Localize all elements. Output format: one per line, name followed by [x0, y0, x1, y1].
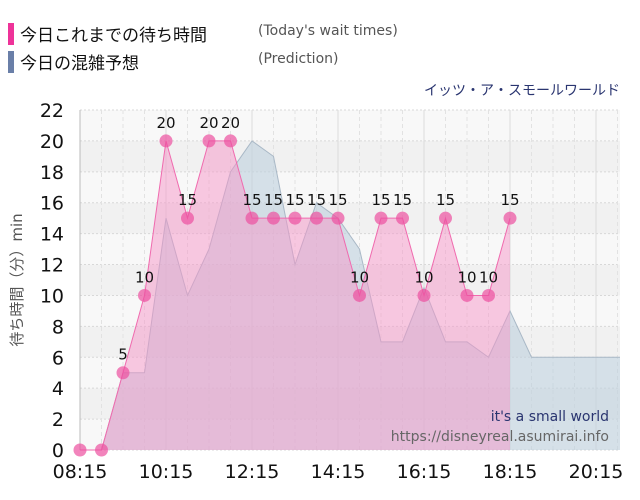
data-label: 15 [328, 191, 347, 209]
y-tick-label: 20 [40, 131, 64, 153]
data-label: 10 [457, 268, 476, 286]
y-axis-label: 待ち時間（分）min [8, 213, 26, 346]
legend-today: 今日これまでの待ち時間 [8, 21, 207, 46]
attraction-name: イッツ・ア・スモールワールド [424, 83, 620, 99]
y-tick-label: 2 [52, 409, 64, 431]
data-point [310, 211, 323, 225]
data-label: 15 [500, 191, 519, 209]
grid-band [80, 110, 620, 141]
data-point [224, 134, 237, 148]
data-point [374, 211, 388, 225]
watermark-url: https://disneyreal.asumirai.info [391, 429, 609, 445]
data-label: 5 [118, 346, 128, 364]
y-tick-label: 8 [52, 316, 64, 338]
data-point [331, 211, 345, 225]
data-point [439, 211, 452, 225]
x-tick-label: 14:15 [311, 461, 366, 483]
data-label: 15 [285, 191, 304, 209]
legend-sub-prediction: (Prediction) [258, 51, 339, 67]
x-tick-label: 18:15 [483, 461, 538, 483]
data-point [503, 211, 517, 225]
x-tick-label: 12:15 [225, 461, 280, 483]
x-tick-label: 20:15 [569, 461, 624, 483]
data-label: 15 [264, 191, 283, 209]
y-tick-label: 18 [40, 162, 64, 184]
data-label: 10 [479, 268, 498, 286]
data-point [181, 211, 194, 225]
data-point [95, 443, 108, 457]
legend-prediction: 今日の混雑予想 [8, 49, 139, 74]
watermark-title: it's a small world [491, 409, 609, 425]
data-point [202, 134, 216, 148]
data-point [482, 288, 495, 302]
grid-band [80, 140, 620, 172]
data-label: 10 [414, 268, 433, 286]
y-tick-label: 4 [52, 378, 64, 400]
legend-label: 今日の混雑予想 [20, 54, 139, 74]
data-point [245, 211, 259, 225]
data-label: 15 [371, 191, 390, 209]
data-point [73, 443, 87, 457]
data-point [138, 288, 151, 302]
legend-swatch-today [8, 22, 14, 45]
data-label: 10 [350, 268, 369, 286]
x-tick-label: 08:15 [53, 461, 108, 483]
data-point [288, 211, 302, 225]
legend-label: 今日これまでの待ち時間 [20, 26, 207, 46]
data-label: 20 [221, 114, 240, 132]
x-tick-label: 10:15 [139, 461, 194, 483]
data-point [417, 288, 431, 302]
data-point [460, 288, 474, 302]
data-label: 15 [242, 191, 261, 209]
data-point [159, 134, 173, 148]
y-tick-label: 0 [52, 440, 64, 462]
data-point [396, 211, 409, 225]
y-tick-label: 6 [52, 347, 64, 369]
data-label: 10 [135, 268, 154, 286]
y-tick-label: 22 [40, 100, 64, 122]
legend-swatch-prediction [8, 50, 14, 73]
data-label: 15 [436, 191, 455, 209]
data-label: 20 [199, 114, 218, 132]
data-label: 15 [393, 191, 412, 209]
x-tick-label: 16:15 [397, 461, 452, 483]
data-point [353, 288, 366, 302]
data-label: 20 [156, 114, 175, 132]
legend-sub-today: (Today's wait times) [258, 23, 398, 39]
data-point [267, 211, 280, 225]
y-tick-label: 10 [40, 285, 64, 307]
data-point [116, 366, 130, 380]
data-label: 15 [307, 191, 326, 209]
y-tick-label: 14 [40, 224, 64, 246]
y-tick-label: 12 [40, 255, 64, 277]
y-tick-label: 16 [40, 193, 64, 215]
data-label: 15 [178, 191, 197, 209]
